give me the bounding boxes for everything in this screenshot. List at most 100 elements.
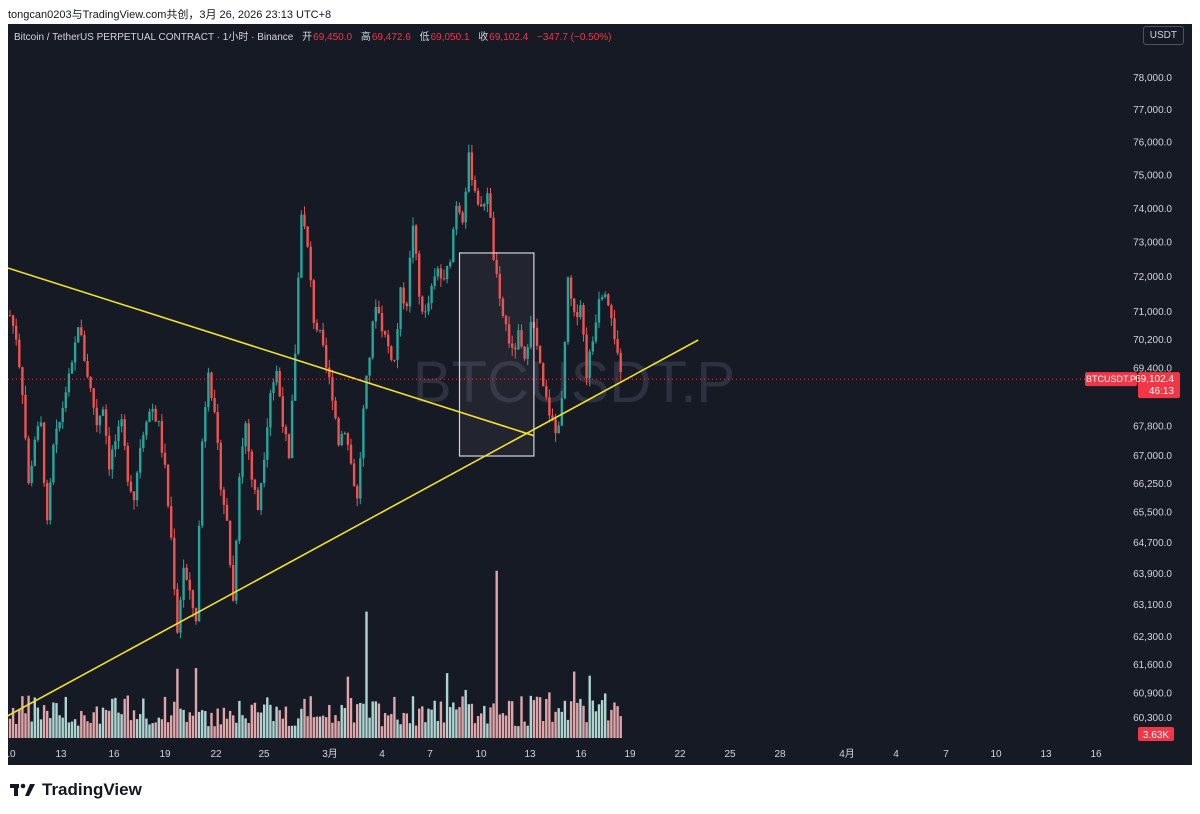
symbol-title: Bitcoin / TetherUS PERPETUAL CONTRACT · … <box>14 32 294 43</box>
candle-body <box>380 313 384 332</box>
candle-body <box>129 481 133 492</box>
volume-bar <box>405 713 408 738</box>
volume-bar <box>486 723 489 738</box>
candle-body <box>275 370 278 383</box>
candle-body <box>458 205 461 213</box>
candle-body <box>582 305 585 335</box>
time-tick-label: 3月 <box>322 748 338 760</box>
volume-tag-label: 3.63K <box>1143 730 1169 741</box>
volume-bar <box>591 700 594 738</box>
candle-body <box>610 305 613 319</box>
volume-bar <box>436 720 439 738</box>
candle-body <box>318 329 322 331</box>
candle-body <box>542 363 545 387</box>
candle-body <box>591 341 594 352</box>
volume-bar <box>275 706 278 738</box>
volume-bar <box>95 706 98 738</box>
candle-body <box>436 268 439 277</box>
volume-bar <box>185 721 188 738</box>
volume-bar <box>402 712 405 738</box>
volume-bar <box>604 693 607 738</box>
candle-body <box>36 426 40 440</box>
volume-bar <box>393 696 396 738</box>
chart-panel[interactable]: 78,000.0 77,000.0 76,000.0 75,000.0 74,000.0… <box>8 24 1192 765</box>
candle-body <box>393 359 396 361</box>
volume-bar <box>42 705 46 738</box>
volume-bar <box>61 717 64 738</box>
candle-body <box>222 489 226 505</box>
volume-bar <box>297 718 300 738</box>
candle-body <box>545 386 548 398</box>
candle-body <box>272 382 275 394</box>
candle-body <box>328 367 331 378</box>
volume-bar <box>337 721 340 738</box>
volume-bar <box>563 700 567 738</box>
volume-bar <box>111 698 114 738</box>
volume-bar <box>520 696 523 738</box>
candle-body <box>523 346 526 359</box>
time-tick-label: 13 <box>524 749 536 760</box>
open-value: 69,450.0 <box>313 32 353 43</box>
volume-bar <box>194 668 198 738</box>
candle-body <box>163 452 167 465</box>
candle-body <box>306 226 309 247</box>
volume-bar <box>473 723 477 738</box>
candle-body <box>225 504 229 521</box>
candle-body <box>312 280 315 323</box>
time-tick-label: 13 <box>1040 749 1052 760</box>
symbol-price-tag <box>1085 372 1137 387</box>
volume-bar <box>619 716 622 738</box>
candle-body <box>445 265 449 280</box>
candle-body <box>473 180 477 191</box>
candle-body <box>194 608 198 622</box>
volume-bar <box>501 713 505 738</box>
candle-body <box>387 334 390 347</box>
candle-body <box>148 411 151 422</box>
time-tick-label: 4 <box>893 749 899 760</box>
volume-bar <box>210 712 213 738</box>
volume-bar <box>377 703 381 738</box>
volume-bar <box>15 723 18 738</box>
candle-body <box>424 311 427 313</box>
volume-bar <box>600 700 604 738</box>
volume-bar <box>464 689 467 738</box>
volume-bar <box>365 611 368 738</box>
candle-body <box>368 357 371 376</box>
volume-bar <box>294 725 297 738</box>
candle-body <box>535 327 539 346</box>
candle-body <box>49 482 52 521</box>
price-tick-label: 76,000.0 <box>1133 138 1172 149</box>
candle-body <box>247 423 250 452</box>
candle-body <box>58 421 61 429</box>
volume-bar <box>439 701 443 738</box>
time-tick-label: 4 <box>379 749 385 760</box>
volume-bar <box>266 697 269 738</box>
candle-body <box>256 489 260 511</box>
candle-body <box>356 486 359 499</box>
volume-bar <box>182 709 185 738</box>
time-tick-label: 22 <box>674 749 686 760</box>
volume-bar <box>498 714 501 738</box>
candle-body <box>266 427 269 460</box>
time-tick-label: 28 <box>774 749 786 760</box>
time-tick-label: 13 <box>55 749 67 760</box>
candle-body <box>600 297 604 300</box>
currency-button[interactable]: USDT <box>1142 26 1184 45</box>
candle-body <box>455 205 458 230</box>
price-tick-label: 60,300.0 <box>1133 713 1172 724</box>
volume-bar <box>272 721 275 738</box>
highlight-rectangle <box>458 252 535 457</box>
brand-logo[interactable]: TradingView <box>10 780 142 800</box>
candle-body <box>498 273 501 299</box>
candle-body <box>511 343 514 348</box>
volume-bar <box>579 698 582 738</box>
price-tick-label: 70,200.0 <box>1133 335 1172 346</box>
candle-body <box>126 446 129 482</box>
time-tick-label: 7 <box>427 749 433 760</box>
price-tick-label: 71,000.0 <box>1133 307 1172 318</box>
candle-body <box>480 204 483 207</box>
price-tick-label: 67,800.0 <box>1133 421 1172 432</box>
price-chart[interactable]: 78,000.0 77,000.0 76,000.0 75,000.0 74,000.0… <box>8 24 1192 765</box>
candle-body <box>554 419 557 434</box>
candle-body <box>114 441 117 450</box>
